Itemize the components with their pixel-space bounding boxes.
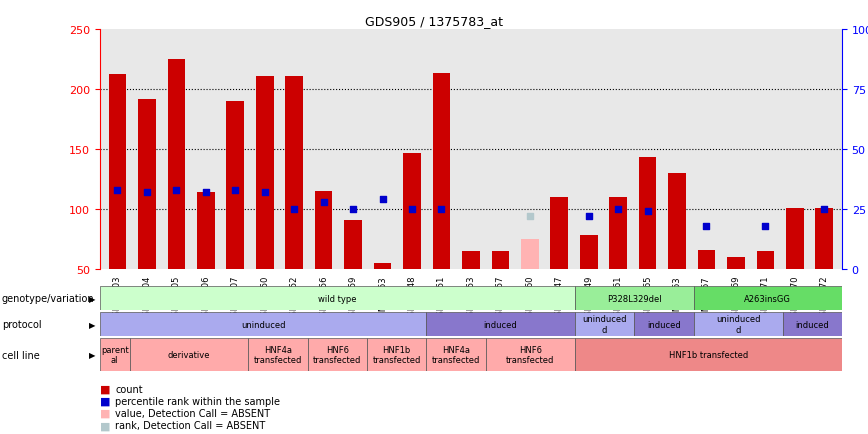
Bar: [550, 197, 568, 269]
Point: [346, 206, 360, 213]
Bar: [403, 153, 421, 269]
Bar: [108, 75, 127, 269]
Point: [523, 213, 536, 220]
Text: uninduced
d: uninduced d: [582, 315, 627, 334]
Bar: [256, 77, 273, 269]
Text: value, Detection Call = ABSENT: value, Detection Call = ABSENT: [115, 408, 271, 418]
Point: [611, 206, 625, 213]
Text: HNF6
transfected: HNF6 transfected: [506, 345, 555, 365]
Point: [199, 189, 213, 196]
Text: ▶: ▶: [89, 320, 95, 329]
Text: HNF4a
transfected: HNF4a transfected: [253, 345, 302, 365]
Bar: [100, 339, 129, 371]
Bar: [345, 220, 362, 269]
Text: ■: ■: [100, 408, 110, 418]
Text: rank, Detection Call = ABSENT: rank, Detection Call = ABSENT: [115, 421, 266, 430]
Text: uninduced
d: uninduced d: [716, 315, 760, 334]
Bar: [639, 158, 656, 269]
Bar: [815, 208, 833, 269]
Text: GDS905 / 1375783_at: GDS905 / 1375783_at: [365, 15, 503, 28]
Text: induced: induced: [647, 320, 681, 329]
Text: HNF4a
transfected: HNF4a transfected: [432, 345, 480, 365]
Point: [405, 206, 419, 213]
Bar: [248, 339, 307, 371]
Point: [140, 189, 154, 196]
Bar: [197, 193, 214, 269]
Bar: [783, 312, 842, 336]
Bar: [521, 239, 539, 269]
Text: induced: induced: [483, 320, 517, 329]
Text: derivative: derivative: [168, 350, 210, 359]
Bar: [609, 197, 627, 269]
Bar: [491, 251, 510, 269]
Text: cell line: cell line: [2, 350, 39, 360]
Point: [228, 187, 242, 194]
Point: [641, 208, 654, 215]
Bar: [575, 339, 842, 371]
Text: HNF6
transfected: HNF6 transfected: [313, 345, 361, 365]
Bar: [307, 339, 367, 371]
Bar: [786, 208, 804, 269]
Bar: [138, 99, 155, 269]
Text: genotype/variation: genotype/variation: [2, 293, 95, 303]
Bar: [426, 339, 486, 371]
Bar: [694, 286, 842, 310]
Text: percentile rank within the sample: percentile rank within the sample: [115, 396, 280, 406]
Point: [110, 187, 124, 194]
Bar: [757, 251, 774, 269]
Text: ▶: ▶: [89, 294, 95, 303]
Text: ■: ■: [100, 421, 110, 430]
Text: ■: ■: [100, 396, 110, 406]
Text: HNF1b transfected: HNF1b transfected: [668, 350, 748, 359]
Bar: [668, 174, 686, 269]
Bar: [426, 312, 575, 336]
Text: parent
al: parent al: [101, 345, 128, 365]
Text: uninduced: uninduced: [240, 320, 286, 329]
Point: [317, 199, 331, 206]
Bar: [315, 191, 332, 269]
Bar: [129, 339, 248, 371]
Text: wild type: wild type: [318, 294, 357, 303]
Bar: [168, 60, 185, 269]
Bar: [286, 77, 303, 269]
Point: [818, 206, 832, 213]
Bar: [100, 286, 575, 310]
Bar: [727, 257, 745, 269]
Text: ■: ■: [100, 384, 110, 394]
Bar: [580, 236, 597, 269]
Bar: [694, 312, 783, 336]
Bar: [374, 263, 391, 269]
Text: A263insGG: A263insGG: [744, 294, 792, 303]
Text: induced: induced: [795, 320, 829, 329]
Bar: [367, 339, 426, 371]
Text: HNF1b
transfected: HNF1b transfected: [372, 345, 421, 365]
Point: [700, 223, 713, 230]
Point: [169, 187, 183, 194]
Point: [582, 213, 595, 220]
Point: [258, 189, 272, 196]
Point: [435, 206, 449, 213]
Point: [287, 206, 301, 213]
Point: [376, 196, 390, 203]
Bar: [462, 251, 480, 269]
Point: [759, 223, 773, 230]
Text: protocol: protocol: [2, 319, 42, 329]
Bar: [486, 339, 575, 371]
Bar: [575, 312, 635, 336]
Text: P328L329del: P328L329del: [607, 294, 661, 303]
Bar: [575, 286, 694, 310]
Text: count: count: [115, 384, 143, 394]
Bar: [698, 250, 715, 269]
Text: ▶: ▶: [89, 350, 95, 359]
Bar: [635, 312, 694, 336]
Bar: [432, 73, 450, 269]
Bar: [227, 102, 244, 269]
Bar: [100, 312, 426, 336]
